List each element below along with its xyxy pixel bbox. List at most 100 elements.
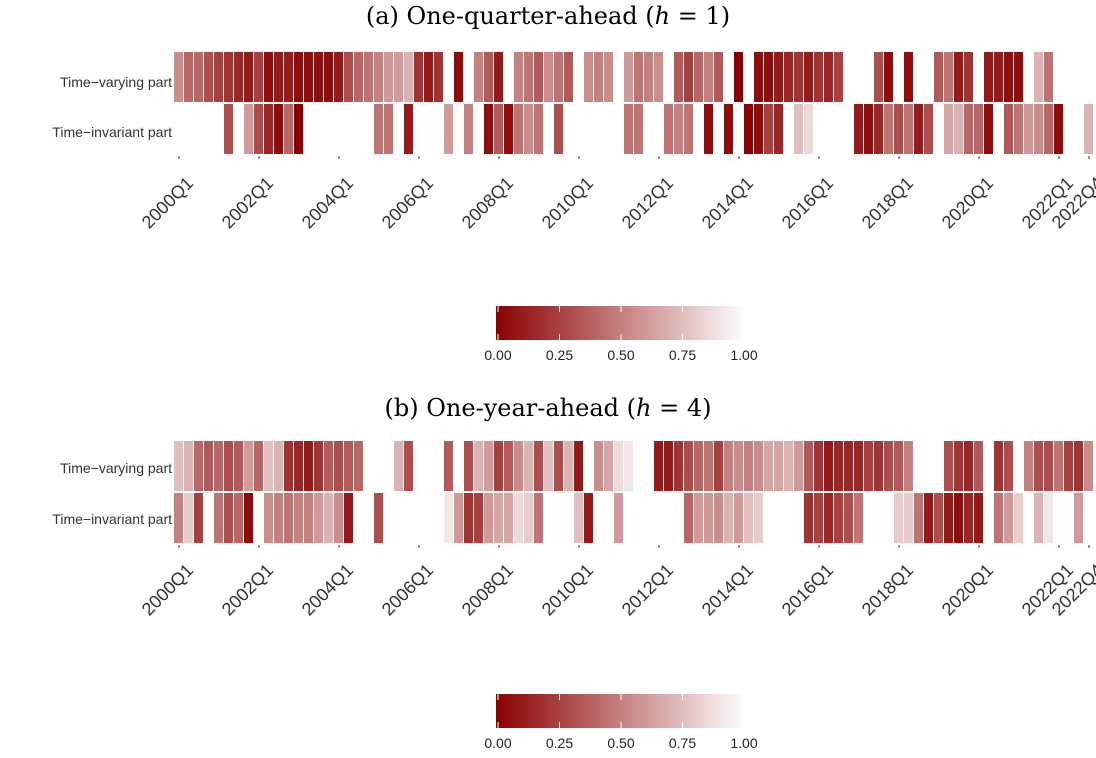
heat-cell	[284, 441, 293, 491]
heat-cell	[1044, 493, 1053, 543]
heat-cell	[1044, 441, 1053, 491]
heat-cell	[734, 441, 743, 491]
heat-cell	[904, 441, 913, 491]
heat-cell	[464, 104, 473, 154]
colorbar-tick-label: 0.75	[668, 735, 697, 751]
heat-cell	[394, 52, 403, 102]
heat-cell	[174, 493, 183, 543]
heat-cell	[264, 104, 273, 154]
heat-cell	[694, 441, 703, 491]
colorbar-tick-label: 0.00	[484, 347, 512, 363]
heat-cell	[184, 52, 193, 102]
heat-cell	[574, 493, 583, 543]
heat-cell	[194, 493, 203, 543]
heat-cell	[914, 104, 923, 154]
heat-cell	[744, 493, 753, 543]
heat-cell	[704, 441, 713, 491]
x-tick-label: 2002Q1	[217, 560, 278, 620]
x-tick-label: 2010Q1	[537, 560, 598, 620]
heat-cell	[344, 493, 353, 543]
heat-cell	[224, 493, 233, 543]
heat-cell	[964, 441, 973, 491]
heat-cell	[474, 493, 483, 543]
heat-cell	[244, 493, 253, 543]
heat-cell	[674, 52, 683, 102]
heat-cell	[624, 104, 633, 154]
heat-cell	[374, 493, 383, 543]
heat-cell	[814, 52, 823, 102]
heat-cell	[854, 104, 863, 154]
heat-cell	[514, 52, 523, 102]
heat-cell	[334, 493, 343, 543]
heat-cell	[564, 52, 573, 102]
chart-title-a: (a) One-quarter-ahead (h = 1)	[365, 2, 731, 30]
heat-cell	[194, 52, 203, 102]
heat-cell	[364, 52, 373, 102]
x-tick-label: 2018Q1	[857, 173, 918, 233]
heat-cell	[374, 52, 383, 102]
heat-cell	[684, 104, 693, 154]
colorbar-tick-label: 0.00	[484, 735, 512, 751]
heat-cell	[804, 104, 813, 154]
heat-cell	[544, 52, 553, 102]
heat-cell	[664, 441, 673, 491]
heat-cell	[434, 52, 443, 102]
heat-cell	[1004, 493, 1013, 543]
heat-cell	[784, 441, 793, 491]
heat-cell	[884, 52, 893, 102]
heat-cell	[714, 493, 723, 543]
heat-cell	[804, 493, 813, 543]
heat-cell	[214, 52, 223, 102]
heat-cell	[1044, 104, 1053, 154]
heat-cell	[244, 441, 253, 491]
heat-cell	[694, 52, 703, 102]
heat-cell	[284, 493, 293, 543]
heat-cell	[324, 493, 333, 543]
heat-cell	[1004, 104, 1013, 154]
heat-cell	[334, 52, 343, 102]
heat-cell	[944, 52, 953, 102]
heat-cell	[394, 441, 403, 491]
heat-cell	[594, 441, 603, 491]
colorbar-tick-label: 0.50	[607, 735, 635, 751]
heat-cell	[964, 493, 973, 543]
heat-cell	[454, 52, 463, 102]
heat-cell	[244, 104, 253, 154]
x-tick-label: 2014Q1	[697, 173, 758, 233]
heat-cell	[704, 104, 713, 154]
heat-cell	[354, 52, 363, 102]
heat-cell	[1014, 493, 1023, 543]
heat-cell	[1054, 441, 1063, 491]
heat-cell	[494, 52, 503, 102]
heat-cell	[304, 493, 313, 543]
heat-cell	[1074, 493, 1083, 543]
heat-cell	[1004, 441, 1013, 491]
heat-cell	[1034, 104, 1043, 154]
colorbar-b	[496, 694, 746, 728]
heat-cell	[864, 104, 873, 154]
heat-cell	[324, 441, 333, 491]
heat-cell	[504, 104, 513, 154]
x-tick-label: 2018Q1	[857, 560, 918, 620]
x-tick-label: 2008Q1	[457, 173, 518, 233]
heat-cell	[224, 104, 233, 154]
heat-cell	[524, 52, 533, 102]
heat-cell	[484, 104, 493, 154]
heat-cell	[784, 52, 793, 102]
heat-cell	[334, 441, 343, 491]
heat-cell	[804, 52, 813, 102]
heat-cell	[674, 104, 683, 154]
heat-cell	[1044, 52, 1053, 102]
heat-cell	[444, 493, 453, 543]
heat-cell	[234, 441, 243, 491]
heat-cell	[744, 441, 753, 491]
x-tick-label: 2004Q1	[297, 173, 358, 233]
heat-cell	[754, 52, 763, 102]
heat-cell	[484, 52, 493, 102]
heat-cell	[884, 441, 893, 491]
x-tick-label: 2014Q1	[697, 560, 758, 620]
heat-cell	[1034, 493, 1043, 543]
colorbar-tick-label: 1.00	[730, 735, 758, 751]
heat-cell	[714, 52, 723, 102]
heat-cell	[584, 493, 593, 543]
